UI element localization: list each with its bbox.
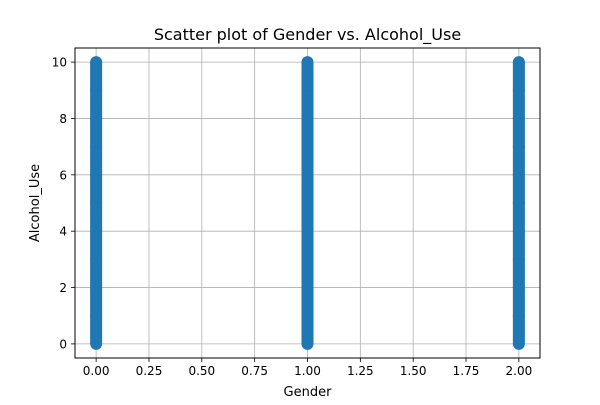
x-tick-label: 0.00 (83, 364, 110, 378)
y-axis-label: Alcohol_Use (28, 164, 43, 242)
x-tick-label: 0.50 (188, 364, 215, 378)
data-point-fill (301, 315, 314, 344)
y-tick-label: 0 (59, 337, 67, 351)
data-point-fill (90, 146, 103, 175)
data-point-fill (90, 203, 103, 232)
x-tick-label: 2.00 (506, 364, 533, 378)
x-tick-label: 0.75 (241, 364, 268, 378)
data-point-fill (512, 174, 525, 203)
data-point-fill (90, 315, 103, 344)
x-axis-label: Gender (284, 385, 333, 400)
y-tick-label: 2 (59, 281, 67, 295)
data-point-fill (90, 118, 103, 147)
data-point-fill (301, 287, 314, 316)
data-point-fill (301, 174, 314, 203)
x-ticks: 0.00 0.25 0.50 0.75 1.00 1.25 1.50 1.75 2.00 (83, 358, 532, 378)
data-point-fill (512, 287, 525, 316)
x-tick-label: 1.75 (453, 364, 480, 378)
data-point-fill (512, 315, 525, 344)
chart-title: Scatter plot of Gender vs. Alcohol_Use (154, 25, 461, 45)
data-point-fill (301, 146, 314, 175)
data-point-fill (512, 231, 525, 260)
data-point-fill (512, 118, 525, 147)
data-point (301, 56, 314, 69)
data-point-fill (512, 62, 525, 91)
data-point-fill (301, 62, 314, 91)
y-tick-label: 4 (59, 225, 67, 239)
x-tick-label: 1.00 (294, 364, 321, 378)
x-tick-label: 1.50 (400, 364, 427, 378)
data-point-fill (301, 203, 314, 232)
data-point-fill (512, 90, 525, 119)
data-point (90, 56, 103, 69)
x-tick-label: 0.25 (136, 364, 163, 378)
data-point-fill (90, 287, 103, 316)
y-tick-label: 10 (52, 56, 67, 70)
data-point-fill (512, 259, 525, 288)
data-point-fill (512, 203, 525, 232)
data-point (512, 56, 525, 69)
data-point-fill (301, 231, 314, 260)
data-point-fill (301, 118, 314, 147)
x-tick-label: 1.25 (347, 364, 374, 378)
data-point-fill (301, 90, 314, 119)
y-tick-label: 8 (59, 112, 67, 126)
data-point-fill (90, 62, 103, 91)
y-tick-label: 6 (59, 168, 67, 182)
data-point-fill (90, 231, 103, 260)
data-point-fill (512, 146, 525, 175)
data-point-fill (90, 174, 103, 203)
data-points (90, 56, 525, 350)
y-ticks: 0 2 4 6 8 10 (52, 56, 75, 351)
data-point-fill (301, 259, 314, 288)
data-point-fill (90, 259, 103, 288)
data-point-fill (90, 90, 103, 119)
